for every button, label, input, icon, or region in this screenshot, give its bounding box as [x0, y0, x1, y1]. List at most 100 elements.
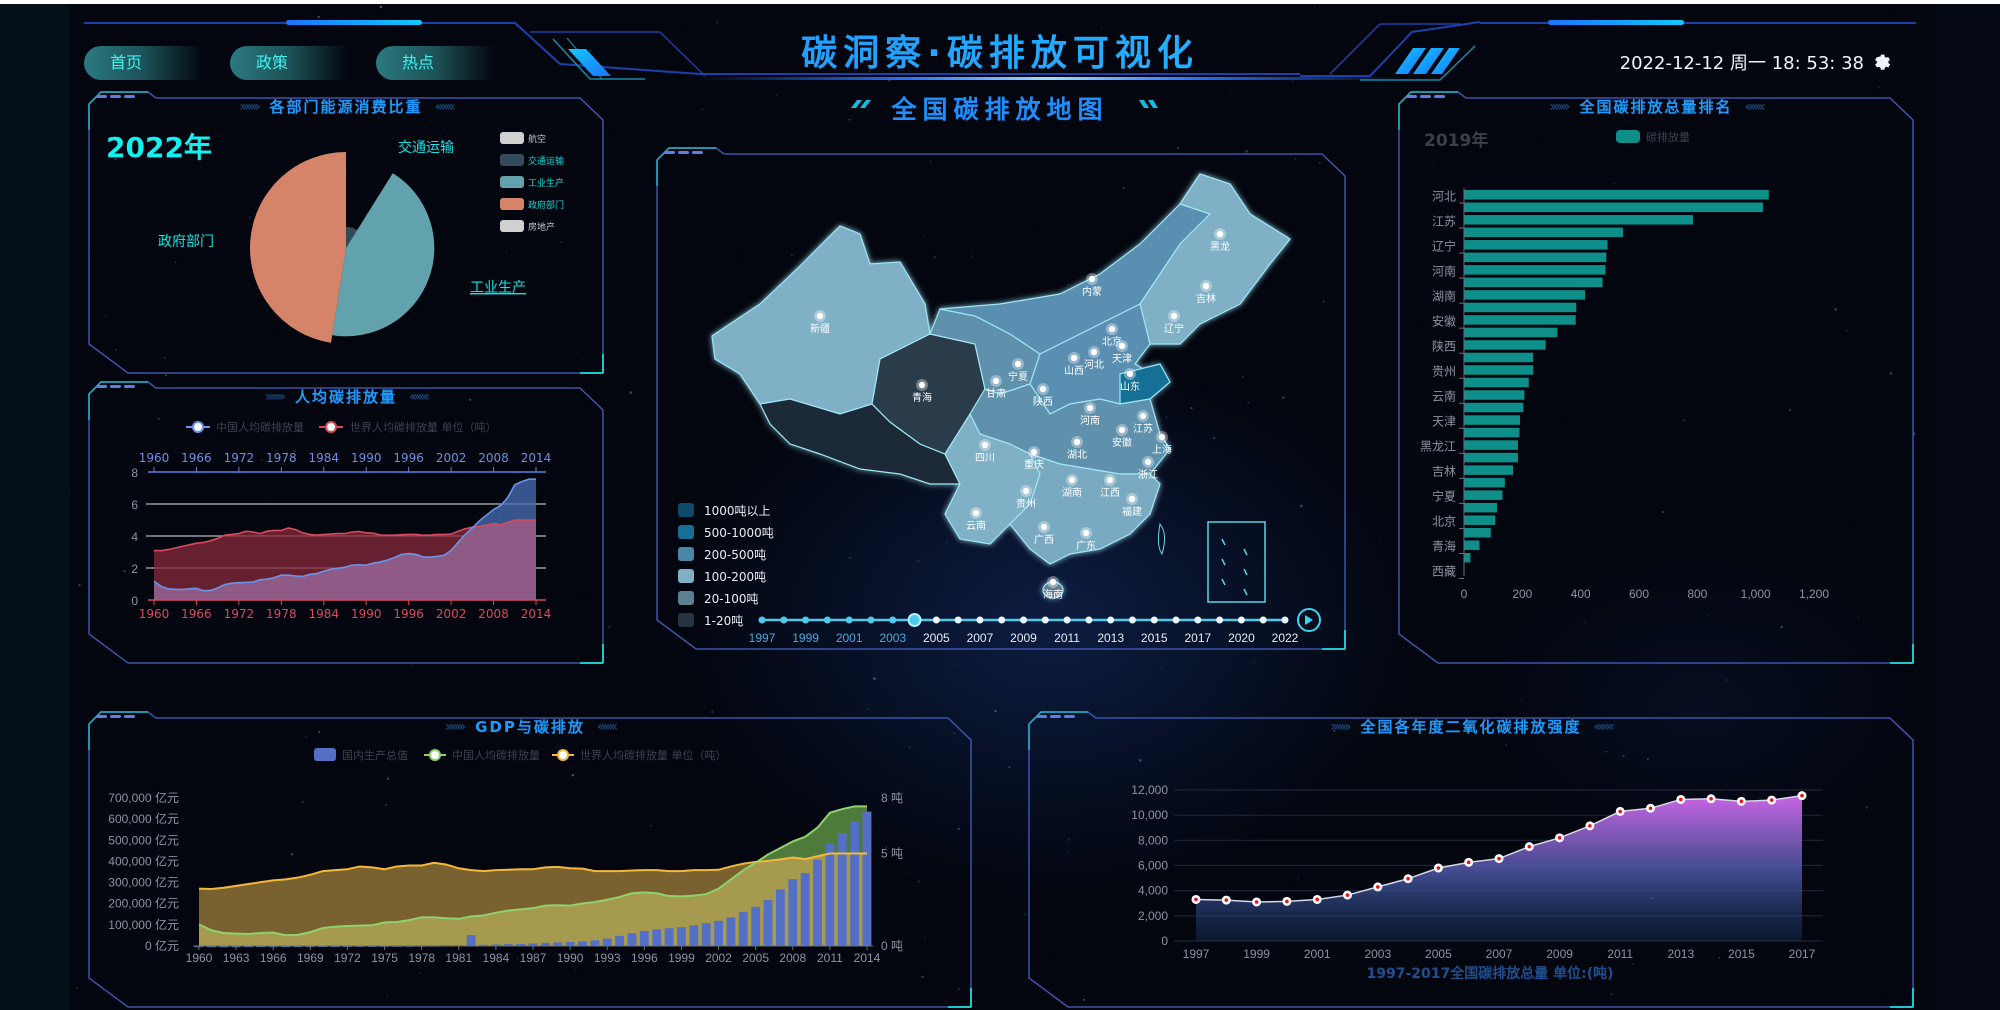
svg-text:世界人均碳排放量 单位（吨）: 世界人均碳排放量 单位（吨）: [580, 748, 727, 762]
svg-text:河北: 河北: [1084, 359, 1104, 371]
svg-text:2002: 2002: [436, 607, 467, 621]
timeline-dot[interactable]: [1281, 616, 1289, 624]
map-legend-item[interactable]: 500-1000吨: [678, 524, 774, 540]
timeline-dot[interactable]: [1128, 616, 1136, 624]
per-capita-area-chart: 中国人均碳排放量 世界人均碳排放量 单位（吨）024681960196019661…: [131, 420, 551, 621]
svg-text:2003: 2003: [1364, 947, 1391, 961]
timeline-dot[interactable]: [932, 616, 940, 624]
svg-text:广东: 广东: [1076, 539, 1096, 552]
svg-text:2: 2: [131, 562, 138, 576]
play-icon[interactable]: [1297, 608, 1321, 632]
map-legend-item[interactable]: 1000吨以上: [678, 502, 774, 518]
svg-text:交通运输: 交通运输: [528, 155, 564, 167]
panel-frame: [88, 711, 972, 1008]
svg-text:300,000 亿元: 300,000 亿元: [108, 875, 179, 890]
timeline-dot[interactable]: [1107, 616, 1115, 624]
legend-swatch: [678, 613, 694, 627]
svg-text:工业生产: 工业生产: [528, 177, 564, 189]
svg-text:2013: 2013: [1097, 631, 1124, 645]
svg-text:贵州: 贵州: [1016, 497, 1036, 510]
svg-text:1969: 1969: [297, 951, 324, 965]
timeline-dot[interactable]: [823, 616, 831, 624]
svg-text:浙江: 浙江: [1138, 469, 1158, 481]
timeline-dot[interactable]: [780, 616, 788, 624]
svg-text:2,000: 2,000: [1138, 909, 1168, 923]
svg-text:1996: 1996: [393, 451, 424, 465]
svg-text:0 亿元: 0 亿元: [145, 938, 179, 953]
svg-text:2014: 2014: [854, 951, 881, 965]
panel-frame: [656, 147, 1346, 650]
svg-text:吉林: 吉林: [1432, 465, 1456, 479]
svg-text:1984: 1984: [309, 607, 340, 621]
legend-label: 200-500吨: [704, 547, 767, 562]
panel-energy-share: ››››››› 各部门能源消费比重 ‹‹‹‹‹‹‹ 2022年 交通运输 工业生产…: [88, 90, 604, 374]
svg-text:1966: 1966: [181, 607, 212, 621]
map-legend-item[interactable]: 1-20吨: [678, 612, 774, 628]
svg-text:四川: 四川: [975, 453, 995, 464]
legend-label: 500-1000吨: [704, 525, 774, 540]
svg-text:1997: 1997: [1183, 947, 1210, 961]
svg-text:江苏: 江苏: [1432, 214, 1456, 228]
svg-text:1984: 1984: [483, 951, 510, 965]
nav-hotspot-button[interactable]: 热点: [376, 46, 494, 80]
svg-text:天津: 天津: [1112, 353, 1132, 365]
svg-text:4: 4: [131, 530, 138, 544]
timeline-dot[interactable]: [1085, 616, 1093, 624]
svg-text:800: 800: [1687, 587, 1707, 601]
timeline-dot[interactable]: [1194, 616, 1202, 624]
chevrons-right-icon: ›››››››: [264, 388, 286, 405]
timeline-dot[interactable]: [802, 616, 810, 624]
timeline-dot[interactable]: [1237, 616, 1245, 624]
map-legend-item[interactable]: 200-500吨: [678, 546, 774, 562]
svg-text:辽宁: 辽宁: [1164, 322, 1184, 335]
timeline-dot[interactable]: [758, 616, 766, 624]
svg-text:10,000: 10,000: [1131, 808, 1168, 822]
timeline-dot[interactable]: [1216, 616, 1224, 624]
panel-title-text: 全国碳排放总量排名: [1579, 98, 1733, 116]
svg-text:1960: 1960: [139, 451, 170, 465]
timeline-dot[interactable]: [1041, 616, 1049, 624]
timeline-dot[interactable]: [867, 616, 875, 624]
svg-text:内蒙: 内蒙: [1082, 285, 1102, 298]
panel-title-text: 人均碳排放量: [294, 388, 397, 406]
svg-text:500,000 亿元: 500,000 亿元: [108, 832, 179, 847]
timeline-dot[interactable]: [976, 616, 984, 624]
svg-text:河北: 河北: [1432, 189, 1456, 203]
timeline-dot[interactable]: [1063, 616, 1071, 624]
svg-text:12,000: 12,000: [1131, 783, 1168, 797]
gear-icon[interactable]: [1872, 52, 1892, 72]
svg-text:1993: 1993: [594, 951, 621, 965]
svg-text:8,000: 8,000: [1138, 833, 1168, 847]
timeline-dot[interactable]: [1020, 616, 1027, 624]
dashboard-screen: 碳洞察·碳排放可视化 首页 政策 热点 2022-12-12 周一 18: 53…: [0, 4, 2000, 1010]
legend-swatch: [678, 569, 694, 583]
timeline-dot[interactable]: [1259, 616, 1267, 624]
svg-text:1972: 1972: [334, 951, 361, 965]
timeline-dot[interactable]: [954, 616, 962, 624]
timeline-dot[interactable]: [998, 616, 1006, 624]
timeline-dot[interactable]: [1172, 616, 1180, 624]
timeline-dot[interactable]: [889, 616, 897, 624]
gdp-combo-chart: 国内生产总值 中国人均碳排放量 世界人均碳排放量 单位（吨） 0 亿元 100,000 …: [108, 748, 903, 965]
svg-text:湖北: 湖北: [1067, 449, 1087, 461]
svg-text:新疆: 新疆: [810, 322, 830, 335]
svg-text:1960: 1960: [139, 607, 170, 621]
timeline-dot[interactable]: [1150, 616, 1158, 624]
panel-title-text: GDP与碳排放: [475, 718, 585, 736]
timeline-dot[interactable]: [845, 616, 853, 624]
svg-text:河南: 河南: [1080, 414, 1100, 427]
map-legend-item[interactable]: 20-100吨: [678, 590, 774, 606]
nav-home-button[interactable]: 首页: [84, 46, 202, 80]
svg-text:400,000 亿元: 400,000 亿元: [108, 853, 179, 868]
svg-text:1999: 1999: [668, 951, 695, 965]
svg-text:1990: 1990: [557, 951, 584, 965]
timeline-dot[interactable]: [907, 613, 922, 627]
map-legend: 1000吨以上 500-1000吨 200-500吨 100-200吨 20-100吨 1…: [678, 502, 774, 628]
nav-policy-button[interactable]: 政策: [230, 46, 348, 80]
chevrons-left-icon: ‹‹‹‹‹‹‹: [596, 718, 618, 735]
map-legend-item[interactable]: 100-200吨: [678, 568, 774, 584]
svg-text:辽宁: 辽宁: [1432, 238, 1456, 253]
svg-text:0: 0: [1161, 934, 1168, 948]
panel-title: ››››››› 全国碳排放总量排名 ‹‹‹‹‹‹‹: [1398, 96, 1914, 117]
